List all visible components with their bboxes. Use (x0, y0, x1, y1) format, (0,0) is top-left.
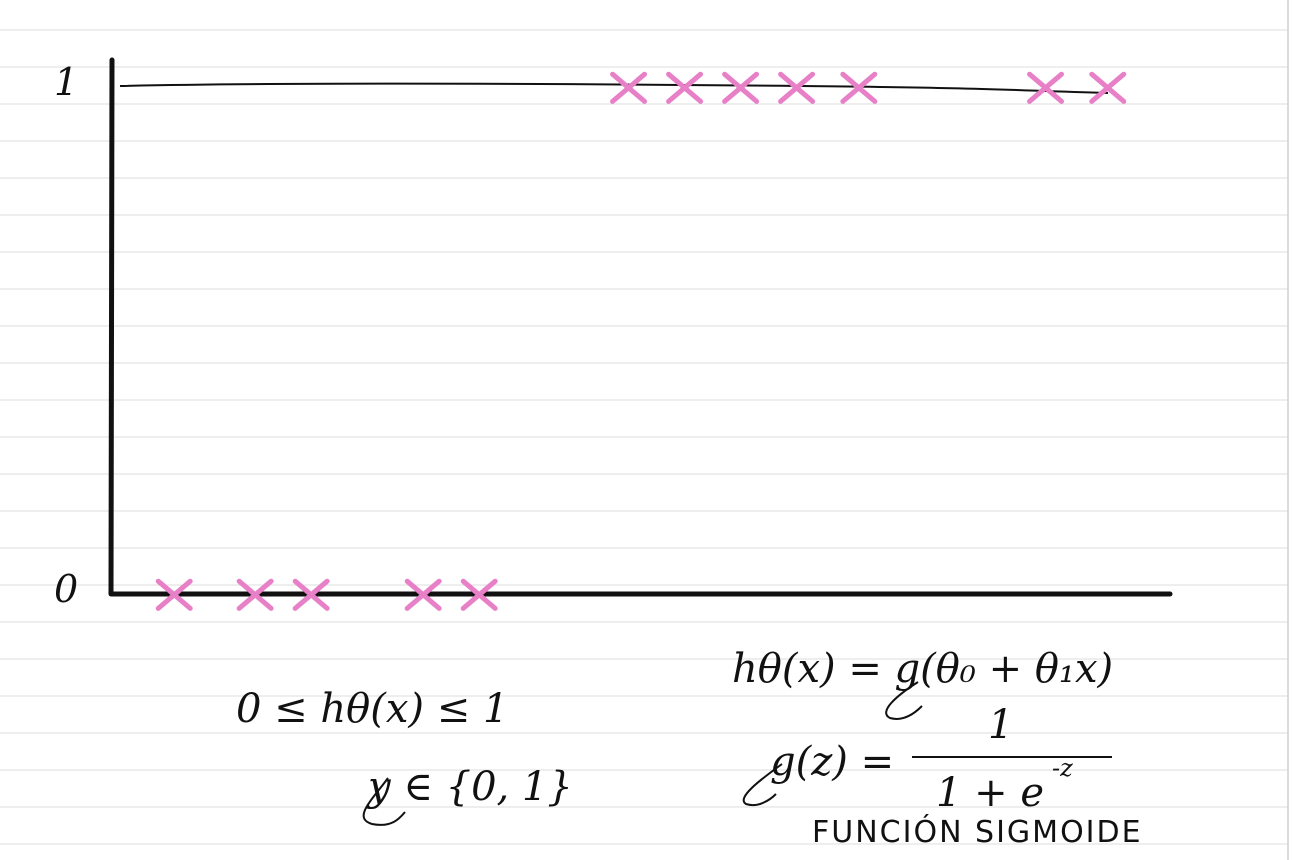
marker-stroke (840, 71, 878, 104)
sigmoid-hook (742, 763, 783, 806)
data-point-x-marker (155, 578, 193, 611)
marker-stroke (1089, 71, 1127, 104)
y-tick-label-1: 1 (54, 60, 78, 104)
data-markers (155, 71, 1127, 611)
marker-stroke (1027, 71, 1065, 104)
marker-stroke (404, 578, 442, 611)
sigmoid-denominator-text: 1 + e (936, 770, 1044, 816)
marker-stroke (778, 71, 816, 104)
data-point-x-marker (1027, 71, 1065, 104)
data-point-x-marker (236, 578, 274, 611)
hypothesis-hook (885, 681, 923, 720)
y-tick-label-0: 0 (54, 567, 78, 611)
marker-stroke (292, 578, 330, 611)
y-tick-labels: 01 (54, 60, 78, 611)
data-point-x-marker (840, 71, 878, 104)
data-point-x-marker (666, 71, 704, 104)
data-point-x-marker (404, 578, 442, 611)
marker-stroke (666, 71, 704, 104)
data-point-x-marker (722, 71, 760, 104)
scatter-chart: 01 (54, 57, 1173, 611)
sigmoid-caption-text: FUNCIÓN SIGMOIDE (812, 813, 1143, 850)
ruled-lines (0, 29, 1288, 845)
label-set-text: y ∈ {0, 1} (366, 764, 573, 810)
hypothesis-bounds-text: 0 ≤ hθ(x) ≤ 1 (236, 686, 508, 732)
data-point-x-marker (1089, 71, 1127, 104)
marker-stroke (236, 578, 274, 611)
sigmoid-lhs-text: g(z) = (770, 739, 894, 785)
data-point-x-marker (292, 578, 330, 611)
data-point-x-marker (460, 578, 498, 611)
marker-stroke (460, 578, 498, 611)
sigmoid-numerator-text: 1 (988, 702, 1013, 748)
data-point-x-marker (610, 71, 648, 104)
y-axis (108, 57, 115, 597)
marker-stroke (610, 71, 648, 104)
sigmoid-exponent-text: -z (1052, 754, 1073, 782)
threshold-line-y1 (119, 82, 1109, 94)
label-set-hook (362, 777, 406, 826)
data-point-x-marker (778, 71, 816, 104)
marker-stroke (155, 578, 193, 611)
hypothesis-definition-text: hθ(x) = g(θ₀ + θ₁x) (732, 646, 1113, 692)
marker-stroke (722, 71, 760, 104)
